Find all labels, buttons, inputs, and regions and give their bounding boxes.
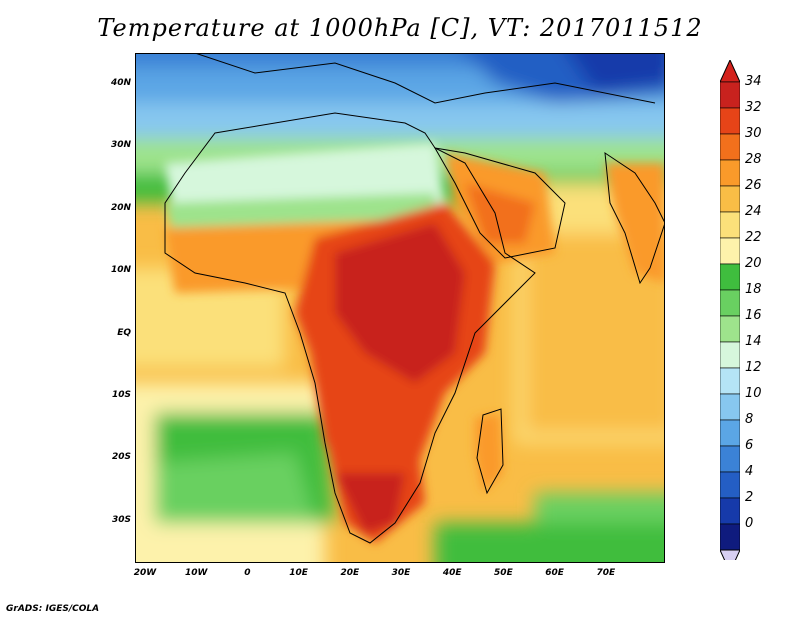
- lon-tick-label: 30E: [391, 568, 411, 578]
- colorbar-label: 30: [745, 126, 762, 141]
- colorbar-label: 28: [745, 152, 762, 167]
- colorbar-label: 16: [745, 308, 762, 323]
- temperature-map: [135, 53, 665, 563]
- colorbar-label: 8: [745, 412, 754, 427]
- colorbar-label: 22: [745, 230, 762, 245]
- lon-tick-label: 50E: [494, 568, 513, 578]
- colorbar-label: 0: [745, 516, 754, 531]
- colorbar-label: 34: [745, 74, 762, 89]
- colorbar-segment: [720, 263, 740, 291]
- colorbar-label: 10: [745, 386, 762, 401]
- colorbar-segment: [720, 185, 740, 213]
- lat-tick-label: 40N: [110, 78, 131, 88]
- colorbar-segment: [720, 315, 740, 343]
- colorbar-segment: [720, 393, 740, 421]
- colorbar-segment: [720, 523, 740, 551]
- lon-tick-label: 20E: [340, 568, 360, 578]
- colorbar-segment: [720, 159, 740, 187]
- lon-tick-label: 70E: [596, 568, 616, 578]
- colorbar-label: 4: [745, 464, 754, 479]
- lon-tick-label: 10W: [184, 568, 208, 578]
- colorbar-segment: [720, 211, 740, 239]
- colorbar-segment: [720, 81, 740, 109]
- colorbar-segment: [720, 289, 740, 317]
- colorbar-segment: [720, 445, 740, 473]
- lat-tick-label: 20N: [110, 202, 131, 213]
- colorbar-label: 26: [745, 178, 762, 193]
- colorbar-label: 12: [745, 360, 762, 375]
- colorbar-label: 20: [745, 256, 762, 271]
- lat-tick-label: 30N: [110, 140, 131, 151]
- colorbar-bottom-arrow: [720, 549, 740, 560]
- colorbar-label: 24: [745, 204, 762, 219]
- colorbar-segment: [720, 107, 740, 135]
- colorbar-label: 14: [745, 334, 762, 349]
- colorbar-label: 32: [745, 100, 762, 115]
- lon-tick-label: 10E: [289, 568, 308, 578]
- lon-tick-label: 0: [244, 568, 251, 578]
- colorbar-segment: [720, 471, 740, 499]
- lon-tick-label: 40E: [442, 568, 462, 578]
- colorbar-label: 18: [745, 282, 762, 297]
- colorbar-segment: [720, 497, 740, 525]
- lon-tick-label: 60E: [545, 568, 564, 578]
- lat-tick-label: 30S: [111, 514, 131, 525]
- colorbar: [720, 60, 740, 560]
- chart-title: Temperature at 1000hPa [C], VT: 20170115…: [97, 14, 703, 42]
- colorbar-segment: [720, 341, 740, 369]
- lat-tick-label: EQ: [117, 327, 131, 338]
- lat-tick-label: 20S: [111, 452, 131, 463]
- colorbar-top-arrow: [720, 60, 740, 83]
- colorbar-segment: [720, 133, 740, 161]
- colorbar-segment: [720, 237, 740, 265]
- lat-tick-label: 10S: [111, 390, 131, 400]
- lat-tick-label: 10N: [110, 265, 131, 276]
- colorbar-label: 6: [745, 438, 754, 453]
- colorbar-segment: [720, 419, 740, 447]
- lon-tick-label: 20W: [133, 568, 157, 578]
- credit-text: GrADS: IGES/COLA: [6, 604, 100, 614]
- colorbar-segment: [720, 367, 740, 395]
- colorbar-label: 2: [745, 490, 754, 505]
